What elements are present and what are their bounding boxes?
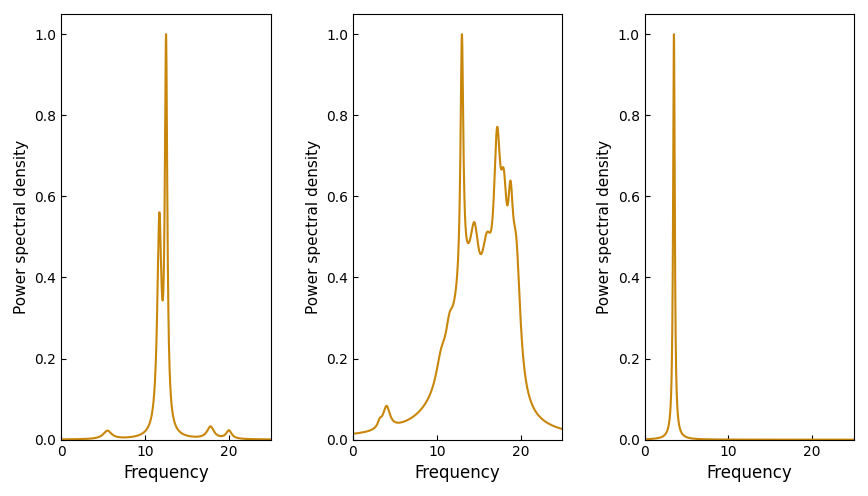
Y-axis label: Power spectral density: Power spectral density	[14, 140, 29, 314]
X-axis label: Frequency: Frequency	[123, 464, 209, 482]
X-axis label: Frequency: Frequency	[707, 464, 792, 482]
X-axis label: Frequency: Frequency	[415, 464, 501, 482]
Y-axis label: Power spectral density: Power spectral density	[597, 140, 612, 314]
Y-axis label: Power spectral density: Power spectral density	[306, 140, 320, 314]
